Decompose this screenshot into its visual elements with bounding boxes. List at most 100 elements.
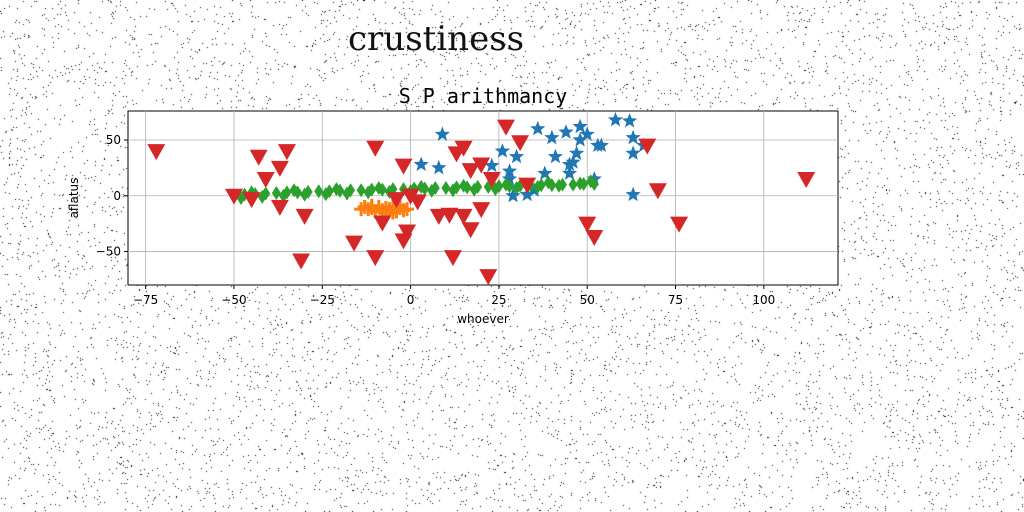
x-tick-label: −50 [221, 293, 246, 307]
triangle-point [277, 144, 296, 161]
x-tick-label: 25 [491, 293, 506, 307]
data-points [147, 111, 816, 286]
diamond-point [441, 180, 451, 195]
diamond-point [543, 175, 553, 190]
diamond-point [271, 185, 281, 200]
x-tick-label: −75 [133, 293, 158, 307]
triangle-point [578, 216, 597, 233]
triangle-point [366, 250, 385, 267]
star-point [625, 186, 641, 202]
triangle-point [461, 222, 480, 239]
star-point [494, 143, 510, 158]
plus-point [364, 198, 379, 213]
page-title: crustiness [348, 19, 525, 59]
diamond-point [448, 183, 458, 198]
x-tick-label: −25 [310, 293, 335, 307]
star-point [508, 148, 525, 164]
triangle-point [511, 135, 530, 152]
star-point [544, 129, 560, 145]
star-point [526, 182, 542, 197]
star-point [431, 159, 447, 175]
star-point [434, 126, 450, 141]
plus-point [385, 205, 400, 220]
star-point [607, 111, 624, 127]
triangle-point [472, 202, 491, 219]
diamond-point [568, 177, 578, 192]
x-tick-label: 75 [668, 293, 683, 307]
star-point [558, 124, 574, 139]
star-point [569, 145, 585, 160]
plus-point [400, 202, 415, 217]
diamond-point [300, 187, 310, 202]
triangle-point [345, 235, 364, 252]
star-point [519, 186, 535, 202]
triangle-point [648, 183, 667, 200]
star-point [561, 165, 578, 180]
star-point [625, 145, 641, 160]
triangle-point [373, 215, 392, 232]
triangle-point [387, 192, 406, 209]
diamond-point [314, 184, 324, 199]
triangle-point [443, 250, 462, 267]
diamond-point [356, 183, 366, 198]
diamond-point [289, 183, 299, 198]
triangle-point [295, 208, 314, 225]
triangle-point [394, 158, 413, 175]
diamond-point [278, 188, 288, 203]
triangle-point [472, 157, 491, 174]
diamond-point [321, 187, 331, 202]
x-tick-label: 0 [407, 293, 415, 307]
triangle-point [482, 172, 501, 189]
triangle-point [797, 172, 816, 189]
diamond-point [342, 186, 352, 201]
x-tick-label: 100 [752, 293, 775, 307]
star-point [593, 137, 609, 152]
star-point [572, 132, 588, 147]
star-point [501, 171, 518, 186]
triangle-point [670, 216, 689, 233]
triangle-point [408, 194, 427, 211]
triangle-point [479, 269, 498, 286]
triangle-point [398, 224, 417, 241]
diamond-point [331, 182, 341, 197]
triangle-point [585, 230, 604, 247]
diamond-point [416, 179, 426, 194]
y-tick-label: −50 [96, 245, 121, 259]
triangle-point [249, 149, 268, 166]
star-point [505, 187, 521, 203]
star-point [561, 156, 578, 171]
diamond-point [374, 180, 384, 195]
triangle-point [270, 199, 289, 216]
diamond-point [575, 176, 585, 191]
triangle-point [292, 253, 311, 270]
triangle-point [454, 208, 473, 225]
triangle-point [454, 140, 473, 157]
x-axis-ticks: −75 −50 −25 0 25 50 75 100 [133, 285, 775, 307]
star-point [547, 148, 563, 164]
star-point [622, 113, 638, 128]
diamond-point [459, 178, 469, 193]
star-point [530, 120, 546, 136]
diamond-point [363, 185, 373, 200]
triangle-point [366, 140, 385, 157]
star-point [579, 126, 595, 141]
diamond-point [586, 174, 596, 189]
triangle-point [440, 207, 459, 224]
star-point [501, 163, 518, 178]
chart-title: S P arithmancy [399, 84, 568, 108]
star-point [537, 165, 553, 180]
y-tick-label: 0 [113, 189, 121, 203]
diamond-point [512, 180, 522, 195]
star-point [572, 118, 588, 134]
star-point [625, 129, 641, 145]
triangle-point [270, 160, 289, 177]
triangle-point [242, 192, 261, 209]
star-point [484, 157, 500, 173]
diamond-point [469, 182, 479, 197]
y-axis-label: aflatus [67, 178, 81, 219]
diamond-point [554, 178, 564, 193]
diamond-point [427, 183, 437, 198]
triangle-point [461, 163, 480, 180]
star-point [565, 154, 581, 169]
